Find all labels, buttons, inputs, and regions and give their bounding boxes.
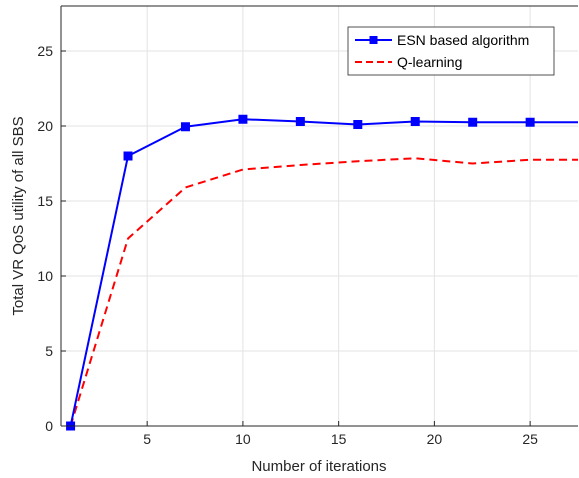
y-tick-label: 20 bbox=[37, 118, 53, 134]
series-line-q-learning bbox=[69, 157, 578, 427]
x-tick-label: 15 bbox=[331, 431, 347, 447]
legend-item-esn: ESN based algorithm bbox=[355, 32, 529, 48]
data-point-esn-based-algorithm bbox=[525, 117, 535, 127]
plot-area: 5 10 15 20 25 0 5 10 15 20 25 bbox=[37, 5, 578, 447]
series-layer bbox=[66, 114, 578, 431]
x-tick-label: 10 bbox=[235, 431, 251, 447]
y-tick-label: 15 bbox=[37, 193, 53, 209]
data-point-esn-based-algorithm bbox=[238, 114, 248, 124]
x-tick-label: 5 bbox=[143, 431, 151, 447]
legend-q-learning-label: Q-learning bbox=[397, 54, 462, 70]
series-line-esn-based-algorithm bbox=[69, 118, 578, 427]
data-point-esn-based-algorithm bbox=[295, 117, 305, 126]
y-axis-title: Total VR QoS utility of all SBS bbox=[10, 116, 27, 315]
tick-labels: 5 10 15 20 25 0 5 10 15 20 25 bbox=[37, 43, 538, 447]
legend-esn-label: ESN based algorithm bbox=[397, 32, 529, 48]
y-tick-label: 0 bbox=[45, 418, 53, 434]
data-point-esn-based-algorithm bbox=[180, 122, 190, 132]
data-point-esn-based-algorithm bbox=[353, 120, 363, 129]
series-clip-group bbox=[66, 114, 578, 431]
y-tick-label: 10 bbox=[37, 268, 53, 284]
x-tick-label: 25 bbox=[522, 431, 538, 447]
legend-item-q-learning: Q-learning bbox=[355, 54, 462, 70]
legend-box bbox=[347, 26, 555, 76]
legend-esn-marker-swatch bbox=[369, 36, 378, 44]
data-point-esn-based-algorithm bbox=[410, 117, 420, 126]
y-tick-label: 25 bbox=[37, 43, 53, 59]
y-tick-label: 5 bbox=[45, 343, 53, 359]
x-axis-title: Number of iterations bbox=[251, 458, 386, 475]
data-point-esn-based-algorithm bbox=[468, 117, 478, 127]
legend: ESN based algorithm Q-learning bbox=[347, 26, 555, 76]
data-point-esn-based-algorithm bbox=[123, 151, 133, 161]
x-tick-label: 20 bbox=[427, 431, 443, 447]
